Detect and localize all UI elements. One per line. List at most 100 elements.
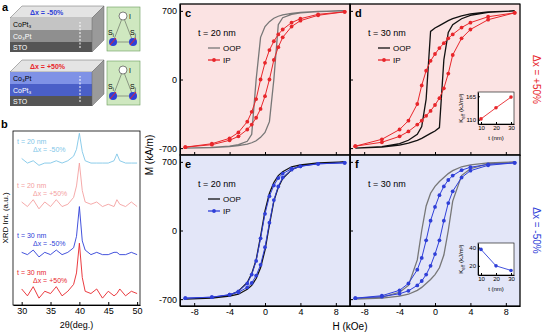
tick-mark [265,152,266,155]
tick-mark [194,152,195,155]
loop-marker [290,21,294,25]
tick [506,152,507,155]
loop-marker [442,41,446,45]
tick-label: 4 [298,307,303,317]
tick-mark [506,303,507,306]
series-label: t = 30 nm [17,269,47,276]
y-axis-title: XRD Int. (a.u.) [1,192,10,243]
inset-marker [494,264,498,268]
tick [230,152,231,155]
tick: 8 [334,303,339,317]
tick [350,11,353,12]
loop-marker [398,288,402,292]
unit: (kJ/m³) [458,244,464,264]
loop-marker [259,236,263,240]
tick-mark [350,11,353,12]
loop-marker [469,28,473,32]
plot-area [183,161,346,300]
loop-marker [272,183,276,187]
layer-label: CoPt₃ [13,87,32,94]
tick-label: 30 [508,125,515,131]
frame [180,4,350,155]
loop-marker [245,285,249,289]
tick-label: 35 [46,306,56,316]
legend-label: IP [223,207,231,216]
loop-marker [228,293,232,297]
tick-mark [336,303,337,306]
tick-label: -4 [396,307,404,317]
annotation: t = 30 nm [368,179,406,189]
tick [400,152,401,155]
spin [109,38,117,46]
panel-letter: c [185,7,191,19]
tick-label: -8 [361,307,369,317]
loop-line [355,163,514,298]
axis: 102030 [478,122,515,131]
tick [350,80,353,81]
loop-marker [513,11,517,15]
layer-stack: Δx = -50%CoPt₃Co₃PtSTOISiSj [10,6,140,52]
tick-label: 8 [504,307,509,317]
loop-marker [245,282,249,286]
loop-marker [469,165,473,169]
tick-label: 50 [133,306,143,316]
tick-mark [481,273,482,275]
axis-line [478,244,479,276]
spin-label: Si [108,29,114,38]
tick: 30 [508,273,515,282]
tick [300,152,301,155]
tick-label: 110 [466,117,476,123]
tick: 4 [468,303,473,317]
tick-label: 700 [162,157,177,167]
loop-marker [433,205,437,209]
spin-label: Sj [130,29,136,38]
tick [435,152,436,155]
frame-edge [350,4,520,155]
tick-mark [180,148,183,149]
tick: -700 [159,144,183,154]
tick-label: 40 [75,306,85,316]
series-label: t = 20 nm [17,138,47,145]
loop-marker [415,284,419,288]
tick-mark [137,302,138,305]
tick [350,299,353,300]
tick: 110 [466,117,480,123]
x-axis-title: 2θ(deg.) [60,320,94,330]
unit: (kJ/m³) [458,93,464,113]
side-face [92,60,104,106]
tick-label: 30 [17,306,27,316]
inset-box [107,61,140,105]
series-label: t = 20 nm [17,182,47,189]
series-label: Δx = -50% [33,240,66,247]
spin-subscript: i [113,86,114,92]
loop-marker [420,119,424,123]
strain-arrow [80,22,81,48]
loop-marker [433,52,437,56]
tick-label: 20 [493,276,500,282]
tick: 20 [469,263,480,269]
loop-marker [290,167,294,171]
tick-mark [265,303,266,306]
loop-marker [259,78,263,82]
spin-arrow [130,38,136,45]
tick [350,162,353,163]
loop-marker [245,128,249,132]
loop-marker [451,174,455,178]
loop-marker [316,162,320,166]
loop-line [185,162,344,299]
loop-marker [460,168,464,172]
loop-marker [380,294,384,298]
layer-label: STO [13,44,28,51]
tick-label: 30 [508,276,515,282]
tick: 165 [466,94,480,100]
legend-swatch [208,198,220,199]
tick-mark [400,303,401,306]
tick-mark [180,299,183,300]
tick: 0 [263,303,268,317]
legend-label: OOP [223,195,241,204]
tick-mark [511,273,512,275]
legend-marker [212,58,216,62]
plot-area [183,10,346,149]
axis-line [478,93,479,125]
loop-marker [513,161,517,165]
